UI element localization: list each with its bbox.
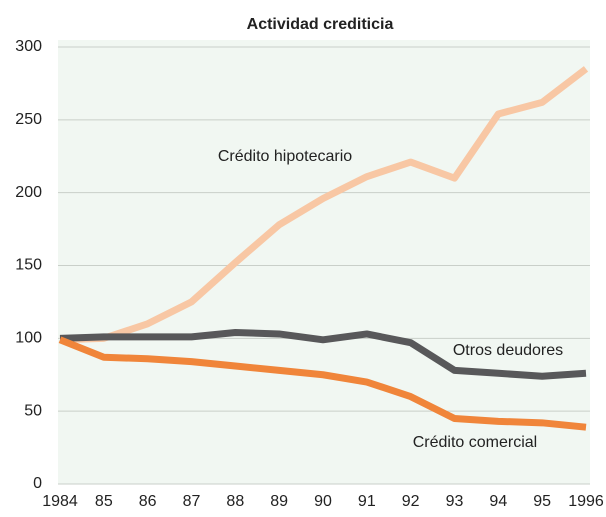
x-tick-label: 86 bbox=[139, 493, 157, 510]
y-tick-label: 0 bbox=[33, 475, 42, 492]
plot-background bbox=[58, 40, 590, 484]
x-tick-label: 91 bbox=[358, 493, 376, 510]
line-series bbox=[59, 329, 587, 380]
x-tick-label: 95 bbox=[533, 493, 551, 510]
x-tick-label: 87 bbox=[183, 493, 201, 510]
y-tick-label: 200 bbox=[15, 184, 42, 201]
y-tick-label: 150 bbox=[15, 257, 42, 274]
x-tick-label: 92 bbox=[402, 493, 420, 510]
y-tick-label: 50 bbox=[24, 402, 42, 419]
x-tick-label: 88 bbox=[226, 493, 244, 510]
x-tick-label: 94 bbox=[489, 493, 507, 510]
x-tick-label: 1996 bbox=[568, 493, 604, 510]
x-tick-label: 1984 bbox=[42, 493, 78, 510]
x-tick-label: 93 bbox=[446, 493, 464, 510]
series-label: Otros deudores bbox=[453, 342, 563, 359]
y-tick-label: 250 bbox=[15, 111, 42, 128]
y-tick-label: 100 bbox=[15, 330, 42, 347]
series-label: Crédito hipotecario bbox=[218, 148, 352, 165]
y-tick-label: 300 bbox=[15, 38, 42, 55]
x-tick-label: 89 bbox=[270, 493, 288, 510]
line-series bbox=[59, 66, 589, 344]
x-tick-label: 85 bbox=[95, 493, 113, 510]
chart-title: Actividad crediticia bbox=[247, 16, 394, 33]
line-series bbox=[58, 336, 587, 431]
x-tick-label: 90 bbox=[314, 493, 332, 510]
series-label: Crédito comercial bbox=[413, 434, 537, 451]
